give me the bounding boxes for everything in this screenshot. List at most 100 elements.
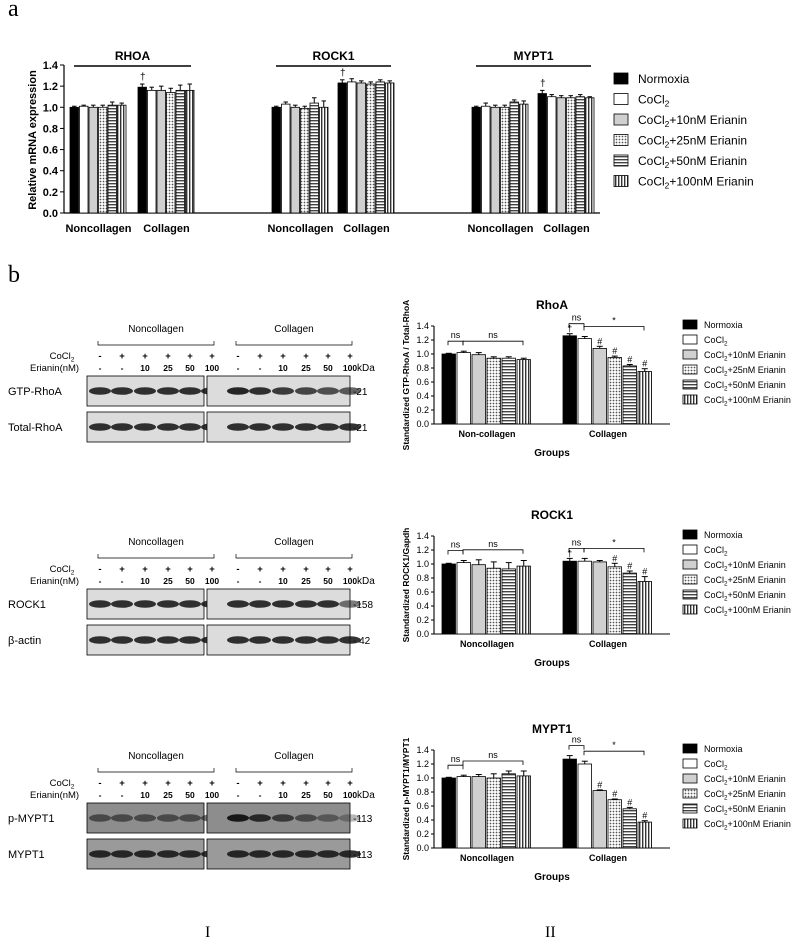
protein-band bbox=[249, 814, 271, 822]
erianin-lane-dose: - bbox=[99, 363, 102, 373]
bar bbox=[456, 776, 471, 849]
erianin-lane-dose: 25 bbox=[301, 576, 311, 586]
legend-swatch bbox=[682, 379, 698, 390]
erianin-lane-dose: 10 bbox=[140, 790, 150, 800]
bar bbox=[637, 581, 652, 635]
x-category-label: Non-collagen bbox=[458, 429, 515, 439]
panel-b-letter: b bbox=[8, 262, 20, 288]
blot-group-label: Collagen bbox=[274, 324, 313, 335]
bar bbox=[107, 104, 117, 214]
protein-band bbox=[157, 850, 179, 858]
x-category-label: Collagen bbox=[543, 223, 590, 235]
protein-band bbox=[339, 636, 361, 644]
cocl2-lane-sign: - bbox=[236, 564, 239, 575]
erianin-lane-dose: - bbox=[99, 576, 102, 586]
protein-band bbox=[339, 850, 361, 858]
blot-band-row bbox=[86, 375, 361, 407]
comparison-bracket bbox=[568, 745, 585, 750]
protein-band bbox=[179, 387, 201, 395]
comparison-bracket bbox=[462, 340, 524, 346]
blot-group-label: Noncollagen bbox=[128, 324, 184, 335]
protein-band bbox=[295, 850, 317, 858]
significance-mark: # bbox=[642, 359, 647, 369]
bar bbox=[516, 359, 531, 425]
legend-swatch bbox=[682, 773, 698, 784]
y-tick-label: 0.4 bbox=[43, 166, 59, 178]
comparison-label: * bbox=[612, 740, 616, 750]
bar bbox=[300, 107, 310, 214]
bar bbox=[456, 562, 471, 635]
bar bbox=[471, 564, 486, 635]
chart-rock1: ROCK1 0.0 0.2 0.4 0.6 0.8 1.0 1.2 1.4 Standardize… bbox=[401, 508, 791, 669]
legend-swatch bbox=[682, 559, 698, 570]
bar bbox=[271, 106, 281, 214]
y-tick-label: 0.0 bbox=[416, 629, 429, 639]
bar bbox=[319, 106, 329, 214]
protein-band bbox=[134, 850, 156, 858]
protein-band bbox=[272, 850, 294, 858]
bar bbox=[509, 101, 519, 214]
bar bbox=[98, 106, 108, 214]
bar bbox=[347, 81, 357, 214]
erianin-lane-dose: - bbox=[259, 576, 262, 586]
significance-mark: † bbox=[567, 324, 572, 334]
cocl2-lane-sign: + bbox=[303, 351, 309, 362]
bar bbox=[79, 105, 89, 214]
bar bbox=[585, 97, 595, 214]
protein-band bbox=[111, 600, 133, 608]
y-tick-label: 1.0 bbox=[416, 773, 429, 783]
significance-mark: † bbox=[140, 72, 146, 83]
legend-label: CoCl2+10nM Erianin bbox=[704, 350, 786, 362]
y-tick-label: 0.8 bbox=[416, 787, 429, 797]
protein-band bbox=[89, 600, 111, 608]
blot-band-row bbox=[86, 588, 361, 620]
cocl2-lane-sign: + bbox=[347, 778, 353, 789]
erianin-lane-dose: 100 bbox=[205, 363, 219, 373]
chart-title: ROCK1 bbox=[531, 508, 573, 522]
bar bbox=[175, 89, 185, 214]
bar bbox=[622, 808, 637, 849]
comparison-label: ns bbox=[572, 735, 582, 745]
bar bbox=[562, 758, 577, 849]
blot-group-label: Collagen bbox=[274, 537, 313, 548]
cocl2-lane-sign: + bbox=[119, 351, 125, 362]
bar bbox=[637, 821, 652, 849]
bar bbox=[622, 572, 637, 635]
erianin-lane-dose: - bbox=[237, 790, 240, 800]
protein-band bbox=[134, 636, 156, 644]
legend-swatch bbox=[682, 334, 698, 345]
kda-unit-label: kDa bbox=[357, 363, 375, 374]
blot-band-label: p-MYPT1 bbox=[8, 813, 54, 825]
erianin-lane-dose: - bbox=[121, 576, 124, 586]
legend-swatch bbox=[682, 574, 698, 585]
protein-band bbox=[157, 423, 179, 431]
western-blot-mypt1: Noncollagen CollagenCoCl2Erianin(nM)--+-+… bbox=[8, 751, 375, 870]
y-tick-label: 0.6 bbox=[43, 145, 58, 157]
cocl2-lane-sign: - bbox=[236, 778, 239, 789]
legend-swatch bbox=[682, 803, 698, 814]
bar bbox=[562, 335, 577, 425]
blot-group-bracket bbox=[97, 554, 215, 559]
cocl2-lane-sign: + bbox=[142, 564, 148, 575]
bar bbox=[290, 106, 300, 214]
cocl2-lane-sign: + bbox=[209, 351, 215, 362]
bar bbox=[516, 775, 531, 849]
legend-swatch bbox=[682, 544, 698, 555]
y-tick-label: 1.4 bbox=[43, 60, 59, 72]
protein-band bbox=[272, 600, 294, 608]
legend-swatch bbox=[682, 529, 698, 540]
significance-mark: # bbox=[627, 355, 632, 365]
legend-swatch bbox=[682, 758, 698, 769]
protein-band bbox=[179, 850, 201, 858]
panel-a-letter: a bbox=[8, 0, 19, 22]
cocl2-lane-sign: + bbox=[325, 778, 331, 789]
y-tick-label: 1.0 bbox=[43, 102, 58, 114]
protein-band bbox=[134, 387, 156, 395]
protein-band bbox=[157, 814, 179, 822]
comparison-bracket bbox=[462, 760, 524, 765]
bar bbox=[537, 93, 547, 214]
bar bbox=[501, 357, 516, 425]
cocl2-lane-sign: + bbox=[142, 351, 148, 362]
panel-label-II: II bbox=[545, 924, 556, 941]
legend-label: CoCl2+25nM Erianin bbox=[704, 365, 786, 377]
